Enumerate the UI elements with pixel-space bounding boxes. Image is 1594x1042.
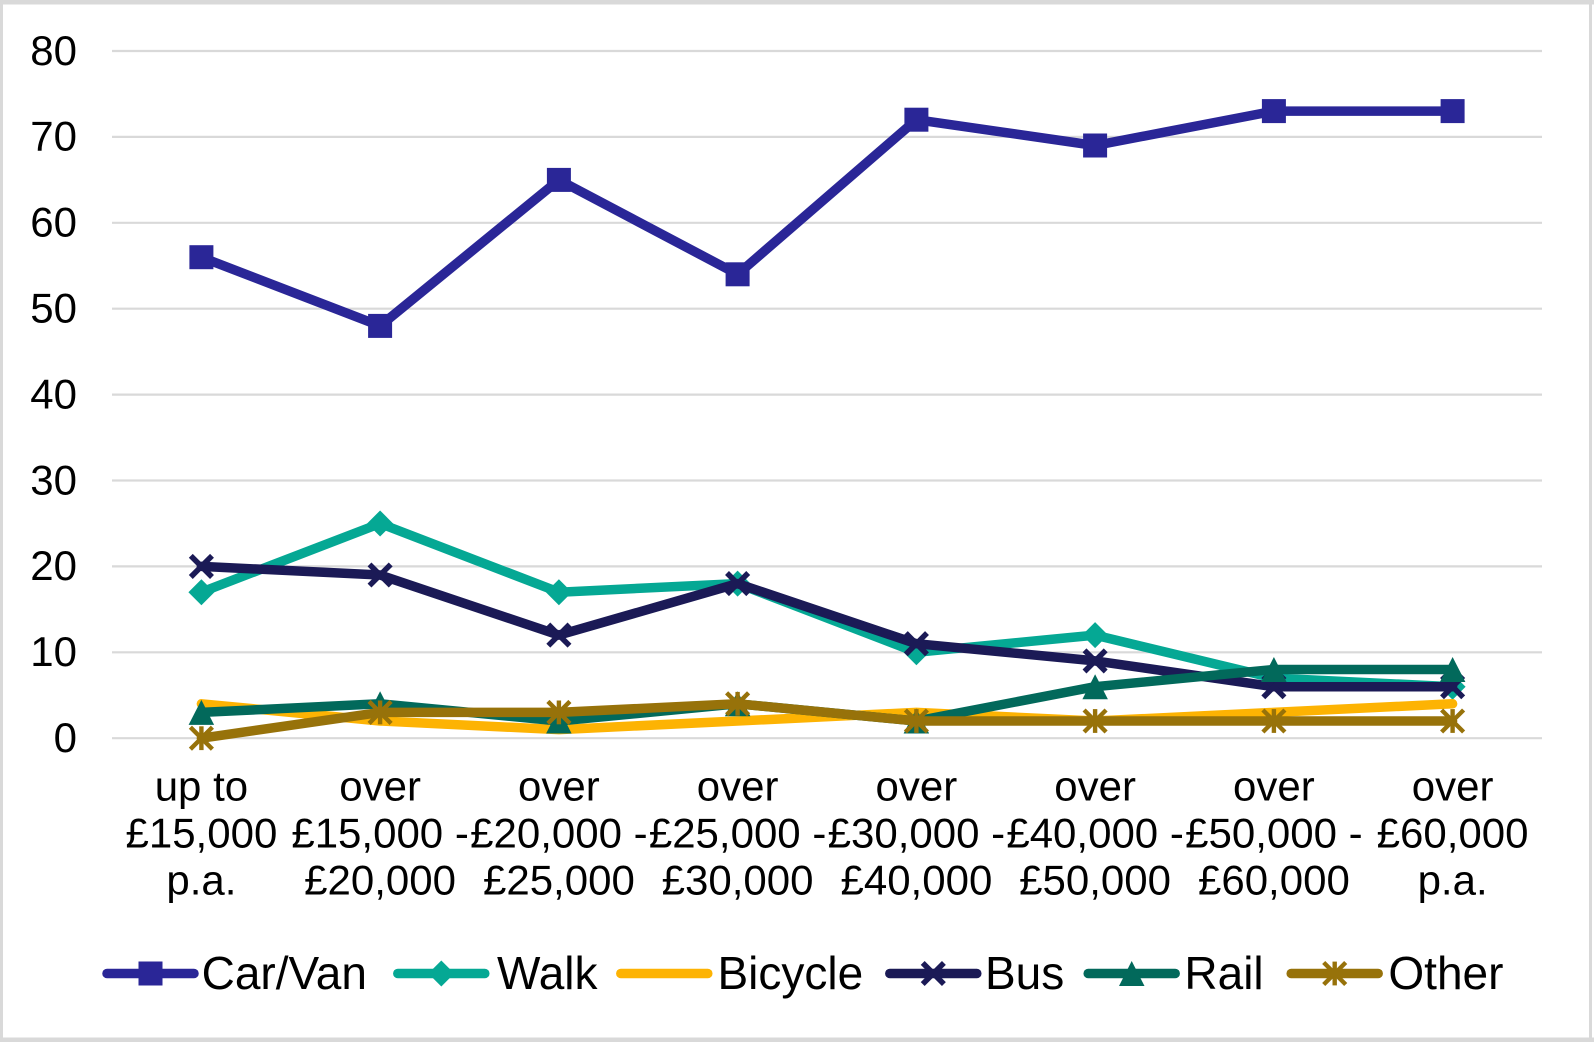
svg-text:£50,000 -: £50,000 -	[1185, 809, 1362, 856]
svg-text:£60,000: £60,000	[1377, 809, 1529, 856]
svg-text:over: over	[339, 762, 421, 809]
svg-text:30: 30	[30, 456, 77, 503]
svg-text:£25,000: £25,000	[483, 856, 635, 903]
svg-text:up to: up to	[155, 762, 248, 809]
svg-text:over: over	[1233, 762, 1315, 809]
svg-text:over: over	[1412, 762, 1494, 809]
svg-text:p.a.: p.a.	[166, 856, 236, 903]
svg-text:Bicycle: Bicycle	[718, 947, 864, 999]
svg-text:£15,000: £15,000	[125, 809, 277, 856]
svg-text:20: 20	[30, 542, 77, 589]
svg-text:0: 0	[54, 714, 77, 761]
svg-text:50: 50	[30, 285, 77, 332]
svg-text:£20,000: £20,000	[304, 856, 456, 903]
svg-text:Bus: Bus	[985, 947, 1064, 999]
svg-text:£40,000: £40,000	[840, 856, 992, 903]
svg-text:Walk: Walk	[497, 947, 599, 999]
svg-text:over: over	[697, 762, 779, 809]
svg-text:70: 70	[30, 113, 77, 160]
svg-text:£30,000: £30,000	[662, 856, 814, 903]
svg-text:£25,000 -: £25,000 -	[649, 809, 826, 856]
svg-text:£50,000: £50,000	[1019, 856, 1171, 903]
svg-text:£30,000 -: £30,000 -	[828, 809, 1005, 856]
svg-text:60: 60	[30, 199, 77, 246]
svg-text:40: 40	[30, 370, 77, 417]
svg-text:£15,000 -: £15,000 -	[291, 809, 468, 856]
svg-text:Other: Other	[1388, 947, 1503, 999]
svg-text:Rail: Rail	[1184, 947, 1263, 999]
svg-text:over: over	[1054, 762, 1136, 809]
svg-text:p.a.: p.a.	[1418, 856, 1488, 903]
svg-text:10: 10	[30, 628, 77, 675]
svg-text:over: over	[518, 762, 600, 809]
svg-text:80: 80	[30, 27, 77, 74]
svg-text:Car/Van: Car/Van	[202, 947, 367, 999]
svg-text:£60,000: £60,000	[1198, 856, 1350, 903]
svg-text:£20,000 -: £20,000 -	[470, 809, 647, 856]
svg-text:£40,000 -: £40,000 -	[1006, 809, 1183, 856]
svg-text:over: over	[876, 762, 958, 809]
